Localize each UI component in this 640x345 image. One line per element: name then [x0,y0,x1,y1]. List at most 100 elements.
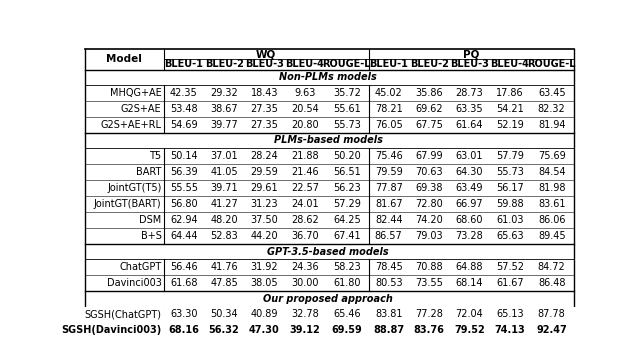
Text: ROUGE-L: ROUGE-L [527,59,576,69]
Text: 31.92: 31.92 [251,262,278,272]
Text: PQ: PQ [463,49,479,59]
Text: 82.32: 82.32 [538,104,566,114]
Text: 66.97: 66.97 [456,199,483,209]
Text: 77.28: 77.28 [415,309,443,319]
Text: 72.04: 72.04 [456,309,483,319]
Text: 58.23: 58.23 [333,262,360,272]
Text: 38.05: 38.05 [251,278,278,288]
Text: ROUGE-L: ROUGE-L [323,59,371,69]
Text: 32.78: 32.78 [291,309,319,319]
Text: 83.81: 83.81 [375,309,403,319]
Text: 68.60: 68.60 [456,215,483,225]
Text: 52.19: 52.19 [496,120,524,130]
Text: 74.20: 74.20 [415,215,443,225]
Text: 35.86: 35.86 [415,88,443,98]
Text: 44.20: 44.20 [251,231,278,241]
Text: 24.01: 24.01 [291,199,319,209]
Text: B+S: B+S [141,231,161,241]
Text: 37.01: 37.01 [211,151,238,161]
Text: BART: BART [136,167,161,177]
Text: 29.32: 29.32 [210,88,238,98]
Text: 70.88: 70.88 [415,262,443,272]
Text: 67.75: 67.75 [415,120,443,130]
Text: 79.52: 79.52 [454,325,485,335]
Text: 79.59: 79.59 [375,167,403,177]
Text: 56.46: 56.46 [170,262,198,272]
Text: 84.72: 84.72 [538,262,566,272]
Text: 84.54: 84.54 [538,167,566,177]
Text: 9.63: 9.63 [294,88,316,98]
Text: 37.50: 37.50 [251,215,278,225]
Text: 74.13: 74.13 [495,325,525,335]
Text: 55.55: 55.55 [170,183,198,193]
Text: 41.05: 41.05 [211,167,238,177]
Text: 47.30: 47.30 [249,325,280,335]
Text: 68.14: 68.14 [456,278,483,288]
Text: 86.48: 86.48 [538,278,566,288]
Text: 67.41: 67.41 [333,231,360,241]
Text: 89.45: 89.45 [538,231,566,241]
Text: 21.88: 21.88 [291,151,319,161]
Text: 65.63: 65.63 [496,231,524,241]
Text: BLEU-2: BLEU-2 [410,59,449,69]
Text: BLEU-4: BLEU-4 [490,59,529,69]
Text: 55.73: 55.73 [333,120,361,130]
Text: 56.23: 56.23 [333,183,360,193]
Text: ChatGPT: ChatGPT [119,262,161,272]
Text: 65.46: 65.46 [333,309,360,319]
Text: 68.16: 68.16 [168,325,199,335]
Text: 92.47: 92.47 [536,325,567,335]
Text: 56.39: 56.39 [170,167,198,177]
Text: 50.34: 50.34 [211,309,238,319]
Text: 64.30: 64.30 [456,167,483,177]
Text: BLEU-1: BLEU-1 [369,59,408,69]
Text: MHQG+AE: MHQG+AE [110,88,161,98]
Text: 87.78: 87.78 [538,309,566,319]
Text: 50.14: 50.14 [170,151,198,161]
Text: 31.23: 31.23 [251,199,278,209]
Text: 39.12: 39.12 [289,325,320,335]
Text: 53.48: 53.48 [170,104,198,114]
Text: 78.21: 78.21 [375,104,403,114]
Text: PLMs-based models: PLMs-based models [273,136,383,146]
Text: 56.80: 56.80 [170,199,198,209]
Text: 62.94: 62.94 [170,215,198,225]
Text: 63.35: 63.35 [456,104,483,114]
Text: 73.28: 73.28 [456,231,483,241]
Text: 78.45: 78.45 [375,262,403,272]
Text: T5: T5 [150,151,161,161]
Text: 64.88: 64.88 [456,262,483,272]
Text: GPT-3.5-based models: GPT-3.5-based models [267,247,389,257]
Text: G2S+AE: G2S+AE [121,104,161,114]
Text: 76.05: 76.05 [375,120,403,130]
Text: 35.72: 35.72 [333,88,361,98]
Text: WQ: WQ [256,49,276,59]
Text: 86.06: 86.06 [538,215,566,225]
Text: 21.46: 21.46 [291,167,319,177]
Text: Model: Model [106,55,142,65]
Text: 81.98: 81.98 [538,183,566,193]
Text: 86.57: 86.57 [375,231,403,241]
Text: 80.53: 80.53 [375,278,403,288]
Text: 56.51: 56.51 [333,167,360,177]
Text: 57.79: 57.79 [496,151,524,161]
Text: 29.61: 29.61 [251,183,278,193]
Text: BLEU-3: BLEU-3 [450,59,489,69]
Text: 61.03: 61.03 [496,215,524,225]
Text: 75.46: 75.46 [375,151,403,161]
Text: Our proposed approach: Our proposed approach [263,294,393,304]
Text: 50.20: 50.20 [333,151,360,161]
Text: 18.43: 18.43 [251,88,278,98]
Text: 57.52: 57.52 [496,262,524,272]
Text: 28.73: 28.73 [456,88,483,98]
Text: 54.21: 54.21 [496,104,524,114]
Text: 61.67: 61.67 [496,278,524,288]
Text: 56.17: 56.17 [496,183,524,193]
Text: BLEU-2: BLEU-2 [205,59,244,69]
Text: 39.77: 39.77 [210,120,238,130]
Text: BLEU-3: BLEU-3 [245,59,284,69]
Text: 65.13: 65.13 [496,309,524,319]
Text: 27.35: 27.35 [250,104,278,114]
Text: 22.57: 22.57 [291,183,319,193]
Text: BLEU-1: BLEU-1 [164,59,203,69]
